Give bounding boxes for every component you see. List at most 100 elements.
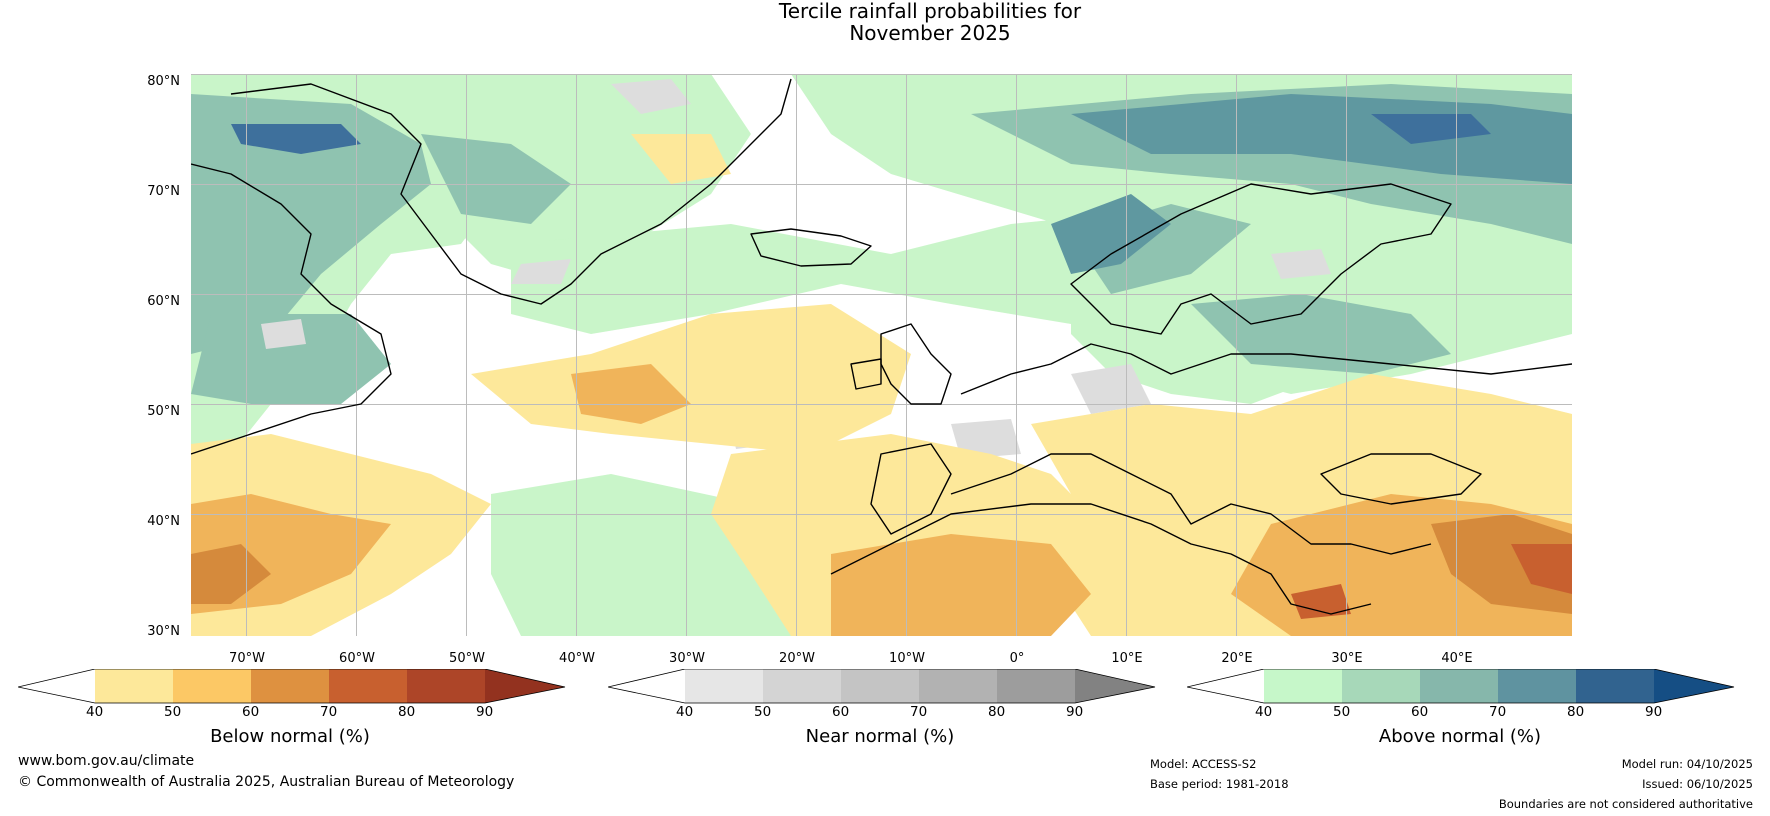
colorbar-above-tick: 40: [1255, 704, 1273, 720]
near-patch: [511, 259, 571, 284]
base-period-text: Base period: 1981-2018: [1150, 777, 1289, 791]
colorbar-near-swatch-2: [763, 669, 841, 703]
coast-iceland: [750, 228, 872, 267]
coast-north-africa: [830, 503, 1372, 615]
colorbar-below-swatch-6: [485, 669, 565, 703]
chart-title-line2: November 2025: [849, 21, 1011, 45]
colorbar-above-tick: 70: [1489, 704, 1507, 720]
lat-label-40n: 40°N: [147, 514, 180, 529]
below-high-middle-east: [1431, 514, 1572, 614]
lat-label-70n: 70°N: [147, 184, 180, 199]
colorbar-near-tick: 90: [1066, 704, 1084, 720]
near-patch: [261, 319, 306, 349]
lon-label-20e: 20°E: [1221, 651, 1253, 666]
lon-label-50w: 50°W: [449, 651, 485, 666]
near-patch: [1071, 364, 1151, 414]
colorbar-near-tick: 40: [676, 704, 694, 720]
colorbar-below-swatch-3: [251, 669, 329, 703]
colorbar-near-swatch-6: [1075, 669, 1155, 703]
model-run-text: Model run: 04/10/2025: [1621, 757, 1753, 771]
model-text: Model: ACCESS-S2: [1150, 757, 1257, 771]
colorbar-above-tick: 80: [1567, 704, 1585, 720]
colorbar-below-tick: 90: [476, 704, 494, 720]
colorbar-below-title: Below normal (%): [210, 726, 370, 747]
colorbar-above-tick: 50: [1333, 704, 1351, 720]
colorbar-below-tick: 80: [398, 704, 416, 720]
below-top-middle-east: [1511, 544, 1572, 594]
disclaimer-text: Boundaries are not considered authoritat…: [1498, 797, 1753, 811]
colorbar-near-tick: 50: [754, 704, 772, 720]
lon-label-0: 0°: [1009, 651, 1025, 666]
colorbar-below-tick: 70: [320, 704, 338, 720]
coast-ireland: [850, 358, 882, 390]
lon-label-70w: 70°W: [229, 651, 265, 666]
colorbar-above-tick: 90: [1645, 704, 1663, 720]
colorbar-below-swatch-5: [407, 669, 485, 703]
below-region-mid-atlantic: [471, 304, 911, 454]
lon-label-10w: 10°W: [889, 651, 925, 666]
graticule: [191, 74, 1572, 636]
website-link[interactable]: www.bom.gov.au/climate: [18, 753, 195, 769]
coast-black-sea: [1320, 453, 1482, 505]
coastlines: [191, 78, 1572, 615]
colorbar-below: [18, 669, 566, 704]
colorbar-below-swatch-4: [329, 669, 407, 703]
coast-continental-europe: [960, 343, 1572, 395]
colorbar-near-swatch-0: [608, 669, 685, 703]
colorbar-near-swatch-1: [685, 669, 763, 703]
above-top-canada: [231, 124, 361, 154]
rainfall-probability-map: [191, 74, 1572, 636]
above-mid-greenland: [421, 134, 571, 224]
colorbar-above-tick: 60: [1411, 704, 1429, 720]
below-mid-africa: [831, 534, 1091, 636]
lon-label-60w: 60°W: [339, 651, 375, 666]
above-high-scandinavia: [1051, 194, 1171, 274]
lon-label-30e: 30°E: [1331, 651, 1363, 666]
map-canvas: [191, 74, 1572, 636]
lon-label-20w: 20°W: [779, 651, 815, 666]
below-region-greenland-sea: [631, 134, 731, 184]
near-patch: [951, 419, 1021, 459]
coast-british-isles: [880, 323, 952, 405]
below-high-sw: [191, 544, 271, 604]
near-patch: [1271, 249, 1331, 279]
colorbar-near-tick: 70: [910, 704, 928, 720]
above-top-arctic: [1371, 114, 1491, 144]
lon-label-40w: 40°W: [559, 651, 595, 666]
chart-title-line1: Tercile rainfall probabilities for: [778, 0, 1082, 23]
above-mid-labrador: [191, 314, 391, 404]
colorbar-near-swatch-3: [841, 669, 919, 703]
colorbar-below-tick: 40: [86, 704, 104, 720]
lat-label-80n: 80°N: [147, 74, 180, 89]
lat-label-30n: 30°N: [147, 624, 180, 639]
above-region-north-atlantic: [511, 214, 1141, 334]
copyright-text: © Commonwealth of Australia 2025, Austra…: [18, 774, 515, 790]
below-top-levant: [1291, 584, 1351, 619]
lon-label-10e: 10°E: [1111, 651, 1143, 666]
colorbar-near-swatch-4: [919, 669, 997, 703]
lat-label-50n: 50°N: [147, 404, 180, 419]
colorbar-near-tick: 80: [988, 704, 1006, 720]
colorbar-above-swatch-5: [1576, 669, 1654, 703]
colorbar-near-swatch-5: [997, 669, 1075, 703]
lon-label-30w: 30°W: [669, 651, 705, 666]
colorbar-above-swatch-2: [1342, 669, 1420, 703]
near-patch: [611, 79, 691, 114]
coast-canada: [191, 163, 392, 455]
lon-label-40e: 40°E: [1441, 651, 1473, 666]
coast-iberia-med: [870, 443, 1432, 555]
colorbar-below-tick: 60: [242, 704, 260, 720]
coast-scandinavia: [1070, 183, 1452, 335]
colorbar-above: [1187, 669, 1735, 704]
colorbar-above-swatch-6: [1654, 669, 1734, 703]
colorbar-below-tick: 50: [164, 704, 182, 720]
above-mid-canada: [191, 94, 431, 354]
colorbar-below-swatch-0: [18, 669, 95, 703]
coast-greenland: [230, 78, 792, 305]
below-mid-atlantic: [571, 364, 691, 424]
colorbar-above-swatch-0: [1187, 669, 1264, 703]
colorbar-above-swatch-3: [1420, 669, 1498, 703]
colorbar-near: [608, 669, 1156, 704]
colorbar-near-tick: 60: [832, 704, 850, 720]
colorbar-above-swatch-4: [1498, 669, 1576, 703]
